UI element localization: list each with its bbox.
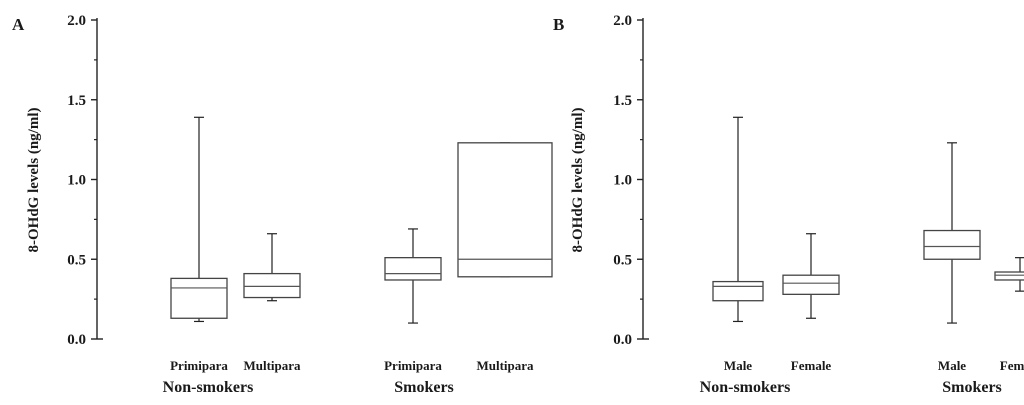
y-tick-label: 0.0 [613,332,632,348]
y-tick-label: 1.0 [67,173,86,189]
box-iqr [713,282,763,301]
category-label: Primipara [170,358,228,373]
y-tick-label: 1.5 [613,93,632,109]
box-male-non-smokers [713,117,763,321]
box-iqr [171,278,227,318]
box-female-smokers [995,258,1024,291]
box-female-non-smokers [783,234,839,319]
chart-panel-b: B 0.0 0.5 1.0 1.5 2.0 8-OHdG levels (ng/ml) Mal… [553,13,1024,396]
group-label: Smokers [394,379,454,396]
y-tick-label: 1.5 [67,93,86,109]
y-axis-title: 8-OHdG levels (ng/ml) [570,108,586,253]
y-tick-label: 0.5 [613,252,632,268]
box-iqr [924,231,980,260]
category-label: Male [724,358,752,373]
box-multipara-smokers [458,143,552,277]
box-iqr [385,258,441,280]
category-label: Multipara [476,358,534,373]
box-primipara-non-smokers [171,117,227,321]
group-label: Non-smokers [163,379,254,396]
category-label: Male [938,358,966,373]
box-iqr [458,143,552,277]
box-multipara-non-smokers [244,234,300,301]
box-iqr [995,272,1024,280]
category-label: Female [791,358,832,373]
box-male-smokers [924,143,980,323]
category-label: Female [1000,358,1024,373]
box-primipara-smokers [385,229,441,323]
y-tick-label: 2.0 [67,13,86,29]
y-tick-label: 0.5 [67,252,86,268]
y-tick-label: 2.0 [613,13,632,29]
category-label: Multipara [243,358,301,373]
category-label: Primipara [384,358,442,373]
group-label: Non-smokers [700,379,791,396]
box-iqr [783,275,839,294]
y-tick-label: 0.0 [67,332,86,348]
y-axis-title: 8-OHdG levels (ng/ml) [26,108,42,253]
group-label: Smokers [942,379,1002,396]
panel-letter: A [12,15,25,34]
chart-panel-a: A 0.0 0.5 1.0 1.5 2.0 8-OHdG levels (ng/ml) Pri… [12,13,552,396]
panel-letter: B [553,15,564,34]
y-tick-label: 1.0 [613,173,632,189]
box-iqr [244,274,300,298]
